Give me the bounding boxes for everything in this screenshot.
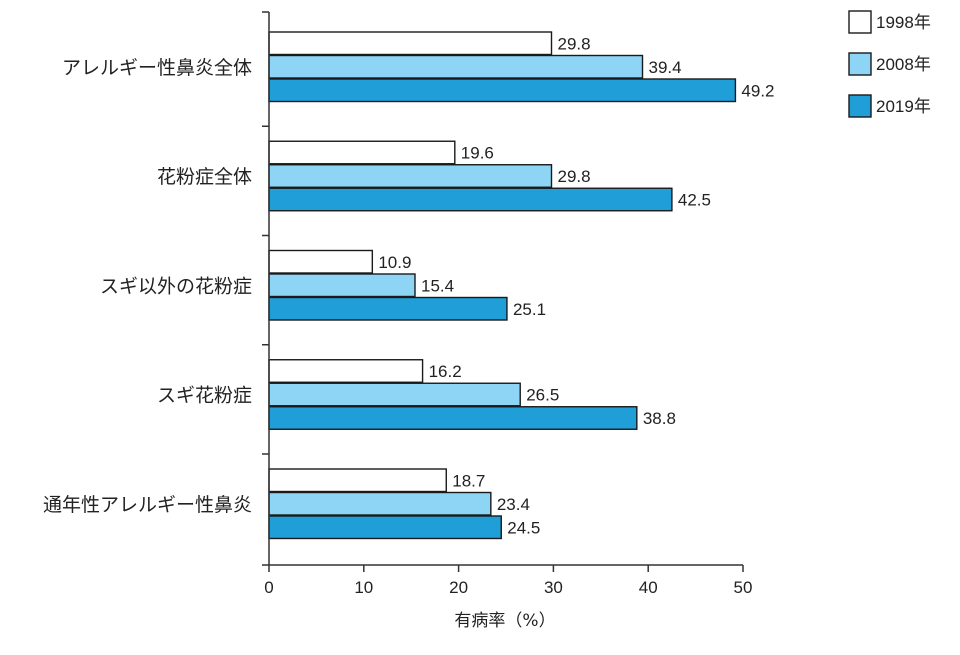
value-label: 16.2: [429, 362, 462, 381]
bar-3-series-1: [268, 249, 374, 274]
bar-1-series-1: [268, 31, 553, 56]
value-labels-layer: 29.8 39.4 49.2 19.6 29.8 42.5 10.9 15.4 25.1 16.2…: [378, 34, 774, 537]
bar-4-series-1: [268, 359, 424, 383]
x-axis-title: 有病率（%）: [454, 611, 555, 631]
value-label: 15.4: [421, 276, 454, 295]
value-label: 49.2: [741, 81, 774, 100]
bar-2-series-1: [268, 140, 456, 165]
value-label: 18.7: [452, 471, 485, 490]
legend-label: 2019年: [876, 97, 931, 116]
bar-4-series-2: [268, 382, 521, 407]
x-tick-label: 0: [264, 578, 273, 597]
value-label: 38.8: [643, 409, 676, 428]
bar-1-series-3: [268, 78, 737, 103]
bar-4-series-3: [268, 406, 638, 430]
category-label: 通年性アレルギー性鼻炎: [43, 494, 252, 516]
category-label: スギ以外の花粉症: [100, 275, 252, 297]
x-tick-label: 40: [639, 578, 658, 597]
value-label: 25.1: [513, 300, 546, 319]
bar-5-series-2: [268, 491, 492, 516]
bar-5-series-3: [268, 515, 502, 540]
x-tick-label: 20: [449, 578, 468, 597]
bar-3-series-2: [268, 273, 416, 298]
x-tick-label: 30: [544, 578, 563, 597]
legend-swatch-series-2: [848, 52, 872, 76]
legend-swatch-series-1: [848, 10, 872, 34]
value-label: 19.6: [461, 144, 494, 163]
value-label: 23.4: [497, 495, 530, 514]
legend-label: 1998年: [876, 13, 931, 32]
bar-3-series-3: [268, 296, 508, 321]
bar-2-series-2: [268, 164, 553, 188]
x-tick-label: 50: [734, 578, 753, 597]
value-label: 42.5: [678, 191, 711, 210]
value-label: 24.5: [507, 518, 540, 537]
category-label: 花粉症全体: [157, 166, 252, 188]
legend: 1998年 2008年 2019年: [848, 10, 931, 118]
legend-label: 2008年: [876, 55, 931, 74]
value-label: 10.9: [378, 253, 411, 272]
axes-layer: [262, 11, 743, 566]
category-label: スギ花粉症: [157, 385, 252, 407]
value-label: 26.5: [526, 386, 559, 405]
x-tick-label: 10: [354, 578, 373, 597]
legend-swatch-series-3: [848, 94, 872, 118]
bar-1-series-2: [268, 54, 644, 79]
bar-2-series-3: [268, 187, 673, 212]
value-label: 39.4: [649, 58, 682, 77]
value-label: 29.8: [558, 167, 591, 186]
value-label: 29.8: [558, 34, 591, 53]
bars-layer: [268, 31, 737, 540]
x-ticks-layer: 0 10 20 30 40 50: [264, 565, 752, 597]
bar-5-series-1: [268, 468, 447, 493]
category-label: アレルギー性鼻炎全体: [62, 57, 252, 79]
